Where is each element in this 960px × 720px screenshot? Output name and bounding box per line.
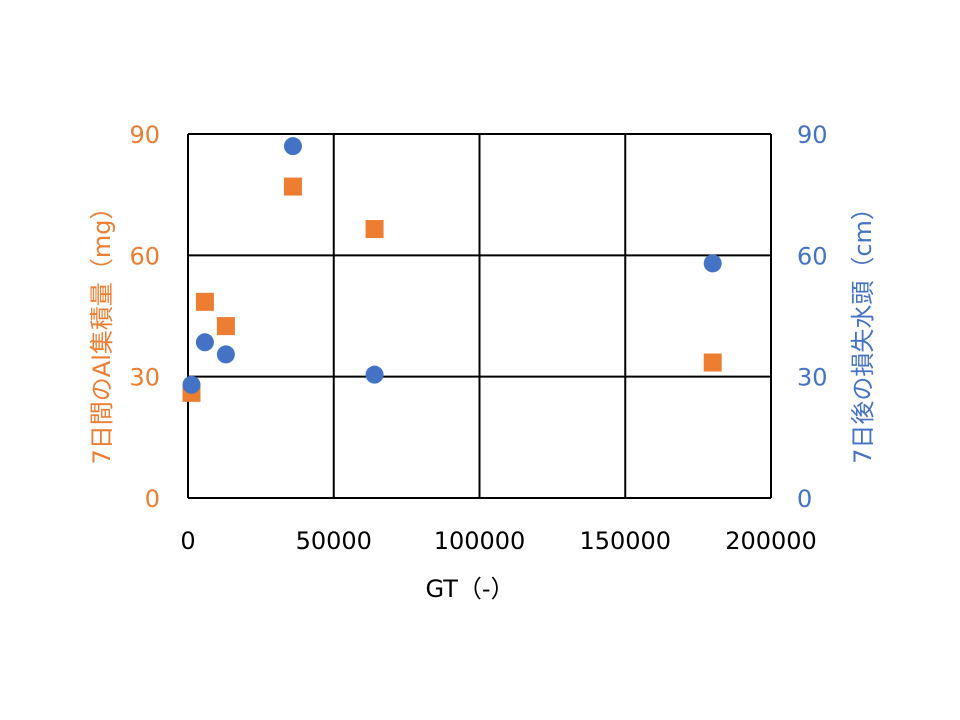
left-series-point xyxy=(365,220,384,239)
left-tick-label: 30 xyxy=(129,364,160,392)
left-tick-label: 0 xyxy=(145,485,160,513)
x-tick-label: 200000 xyxy=(725,527,817,555)
x-tick-label: 150000 xyxy=(579,527,671,555)
left-tick-label: 90 xyxy=(129,121,160,149)
right-series-point xyxy=(365,365,384,384)
x-tick-label: 0 xyxy=(180,527,195,555)
left-series-point xyxy=(216,317,235,336)
x-axis-title: GT（-） xyxy=(425,575,514,603)
right-series-point xyxy=(195,333,214,352)
grid-lines xyxy=(187,133,772,499)
left-tick-label: 60 xyxy=(129,242,160,270)
left-series-point xyxy=(703,353,722,372)
right-axis-title: 7日後の損失水頭（cm） xyxy=(849,196,877,464)
right-series-point xyxy=(216,345,235,364)
right-axis-ticks: 0 30 60 90 xyxy=(797,121,828,513)
left-series-point xyxy=(195,292,214,311)
left-axis-ticks: 0 30 60 90 xyxy=(129,121,160,513)
x-axis-ticks: 0 50000 100000 150000 200000 xyxy=(180,527,816,555)
right-tick-label: 30 xyxy=(797,364,828,392)
left-series-point xyxy=(283,177,302,196)
right-tick-label: 0 xyxy=(797,485,812,513)
right-tick-label: 90 xyxy=(797,121,828,149)
right-series-point xyxy=(703,254,722,273)
right-tick-label: 60 xyxy=(797,242,828,270)
right-series-point xyxy=(283,137,302,156)
left-axis-title: 7日間のAl集積量（mg） xyxy=(88,196,116,465)
x-tick-label: 50000 xyxy=(296,527,372,555)
x-tick-label: 100000 xyxy=(434,527,526,555)
right-series-point xyxy=(182,375,201,394)
data-markers xyxy=(182,137,722,402)
